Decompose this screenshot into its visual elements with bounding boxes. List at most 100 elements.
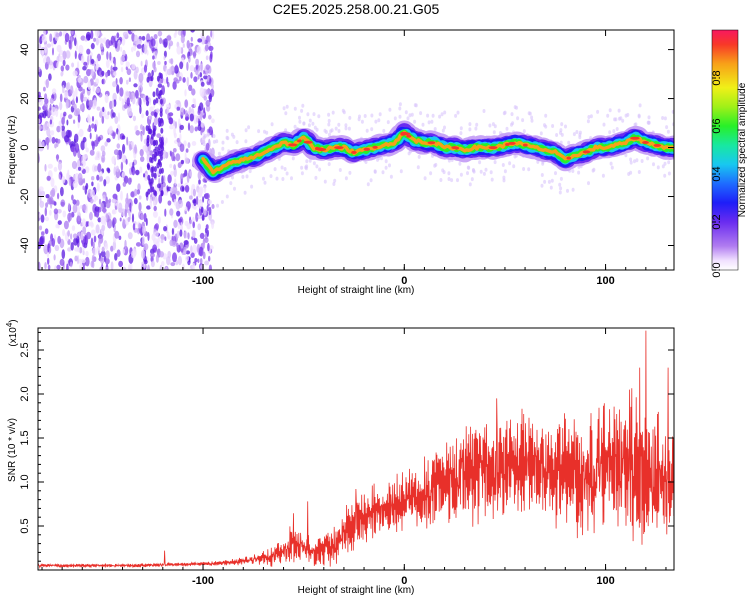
- spectrogram-haze-speck: [373, 169, 377, 174]
- spectrogram-noise-speck: [197, 123, 202, 132]
- spectrogram-hot-spot: [566, 156, 572, 160]
- spectrogram-noise-speck: [195, 69, 199, 76]
- spectrogram-haze-speck: [388, 107, 392, 112]
- spectrogram-noise-speck: [184, 185, 190, 193]
- spectrogram-noise-speck: [155, 87, 159, 97]
- spectrogram-noise-speck: [120, 161, 124, 172]
- spectrogram-noise-speck: [118, 202, 123, 213]
- spectrogram-haze-speck: [369, 178, 373, 183]
- spectrogram-noise-speck: [94, 156, 98, 161]
- spectrogram-noise-speck: [193, 204, 197, 210]
- spectrogram-noise-speck: [55, 32, 60, 38]
- spectrogram-noise-speck: [110, 65, 113, 75]
- spectrogram-noise-speck: [176, 106, 181, 111]
- spectrogram-haze-speck: [492, 130, 496, 135]
- spectrogram-noise-speck: [141, 113, 145, 119]
- spectrogram-noise-speck: [119, 217, 122, 222]
- spectrogram-noise-speck: [97, 217, 102, 223]
- spectrogram-noise-speck: [174, 178, 177, 187]
- spectrogram-noise-speck: [51, 187, 56, 198]
- spectrogram-hot-spot: [363, 147, 371, 151]
- spectrogram-haze-speck: [474, 126, 478, 131]
- spectrogram-haze-speck: [262, 176, 265, 181]
- spectrogram-noise-speck: [187, 232, 190, 240]
- spectrogram-noise-speck: [82, 250, 85, 256]
- spectrogram-haze-speck: [298, 115, 301, 120]
- spectrogram-noise-speck: [204, 44, 209, 52]
- spectrogram-noise-speck: [169, 163, 173, 168]
- spectrogram-noise-speck: [64, 91, 69, 99]
- spectrogram-noise-speck: [138, 222, 142, 229]
- spectrogram-noise-speck: [199, 102, 204, 111]
- spectrogram-noise-speck: [47, 110, 50, 117]
- spectrogram-noise-speck: [210, 30, 213, 38]
- spectrogram-noise-speck: [209, 53, 213, 63]
- spectrogram-noise-speck: [185, 250, 191, 255]
- spectrogram-noise-speck: [152, 244, 158, 253]
- spectrogram-noise-speck: [53, 254, 56, 261]
- spectrogram-noise-speck: [169, 239, 174, 247]
- spectrogram-noise-speck: [137, 96, 140, 106]
- spectrogram-noise-speck: [75, 199, 80, 207]
- spectrogram-noise-speck: [113, 149, 119, 156]
- spectrogram-noise-speck: [48, 73, 52, 81]
- spectrogram-noise-speck: [101, 79, 104, 85]
- spectrogram-noise-speck: [186, 61, 189, 71]
- spectrogram-noise-speck: [206, 75, 210, 83]
- spectrogram-noise-speck: [199, 232, 205, 239]
- spectrogram-noise-speck: [93, 197, 97, 203]
- spectrogram-noise-speck: [104, 114, 110, 120]
- spectrogram-haze-speck: [441, 168, 445, 173]
- spectrogram-noise-speck: [208, 114, 212, 120]
- spectrogram-noise-speck: [152, 55, 155, 60]
- spectrogram-noise-speck: [131, 166, 134, 173]
- spectrogram-haze-speck: [207, 132, 210, 137]
- spectrogram-hot-spot: [334, 146, 344, 150]
- spectrogram-noise-speck: [183, 140, 187, 147]
- spectrogram-haze-speck: [365, 128, 369, 133]
- spectrogram-noise-speck: [74, 50, 77, 60]
- spectrogram-noise-speck: [89, 211, 93, 221]
- spectrogram-noise-speck: [90, 42, 95, 50]
- spectrogram-haze-speck: [629, 160, 633, 165]
- spectrogram-haze-speck: [220, 200, 224, 204]
- spectrogram-noise-speck: [47, 163, 53, 169]
- spectrogram-noise-speck: [43, 86, 46, 92]
- spectrogram-haze-speck: [243, 190, 247, 195]
- spectrogram-haze-speck: [410, 112, 414, 117]
- spectrogram-noise-speck: [170, 58, 174, 65]
- spectrogram-noise-speck: [49, 103, 52, 111]
- spectrogram-noise-speck: [164, 236, 167, 241]
- spectrogram-haze-speck: [541, 161, 545, 166]
- spectrogram-noise-speck: [44, 262, 47, 270]
- spectrogram-noise-speck: [173, 198, 177, 206]
- spectrogram-noise-speck: [77, 172, 83, 182]
- spectrogram-noise-speck: [102, 194, 106, 200]
- spectrogram-haze-speck: [482, 171, 486, 176]
- spectrogram-noise-speck: [182, 77, 186, 83]
- spectrogram-noise-speck: [88, 221, 91, 227]
- spectrogram-noise-speck: [159, 37, 163, 45]
- spectrogram-haze-speck: [501, 163, 505, 167]
- spectrogram-noise-speck: [84, 141, 88, 149]
- spectrogram-noise-speck: [127, 264, 132, 270]
- spectrogram-noise-speck: [134, 188, 138, 197]
- spectrogram-noise-speck: [133, 70, 138, 80]
- spectrogram-noise-speck: [70, 85, 74, 95]
- spectrogram-hot-spot: [400, 132, 411, 136]
- spectrogram-noise-speck: [71, 225, 76, 232]
- spectrogram-noise-speck: [132, 115, 136, 122]
- spectrogram-noise-speck: [184, 157, 189, 164]
- spectrogram-noise-speck: [185, 148, 189, 153]
- spectrogram-noise-speck: [172, 81, 177, 90]
- spectrogram-noise-speck: [113, 60, 117, 67]
- spectrogram-noise-speck: [138, 72, 144, 83]
- spectrogram-noise-speck: [189, 125, 194, 134]
- spectrogram-noise-speck: [208, 45, 214, 52]
- spectrogram-noise-speck: [177, 162, 182, 169]
- spectrogram-haze-speck: [233, 186, 236, 191]
- spectrogram-noise-speck: [127, 177, 132, 185]
- spectrogram-haze-speck: [560, 122, 564, 127]
- spectrogram-noise-speck: [110, 261, 114, 270]
- spectrogram-haze-speck: [302, 121, 306, 126]
